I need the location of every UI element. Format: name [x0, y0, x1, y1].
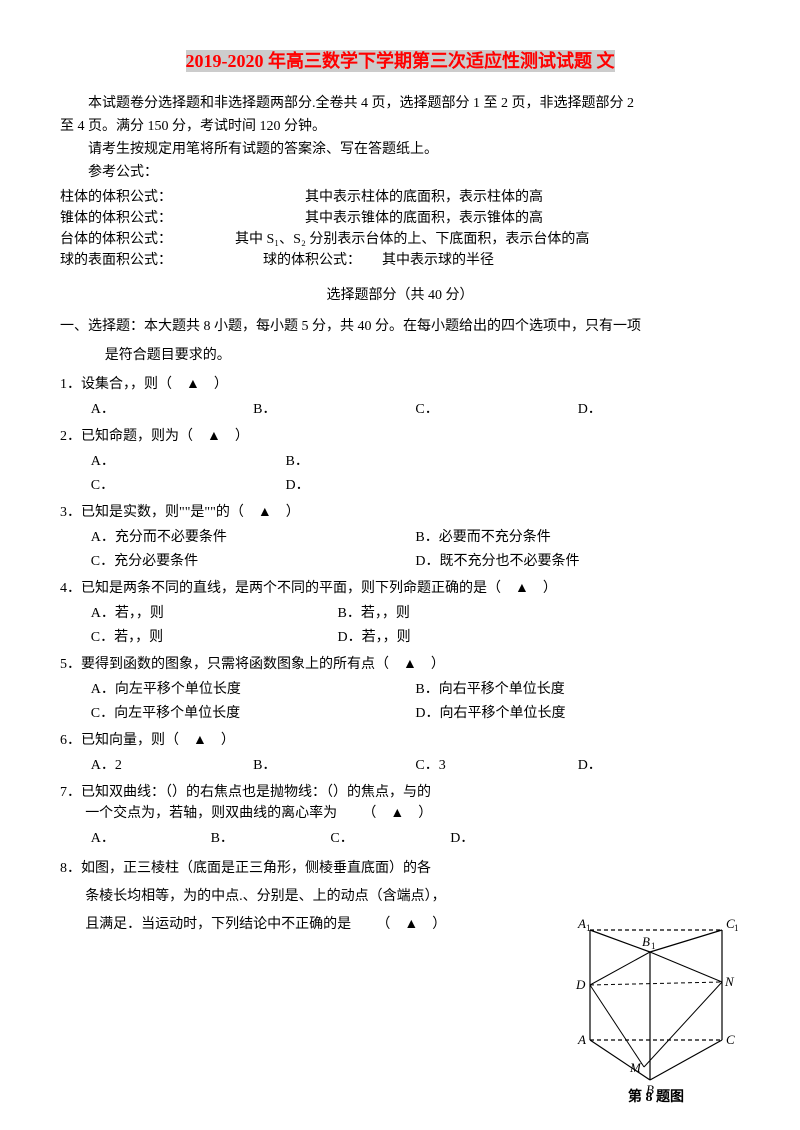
svg-text:C: C: [726, 1032, 735, 1047]
formula-right: 其中表示柱体的底面积，表示柱体的高: [235, 187, 740, 208]
opt-a: A．若，，则: [91, 603, 338, 624]
formula-right: 其中表示锥体的底面积，表示锥体的高: [235, 208, 740, 229]
question-6: 6．已知向量，则（ ▲ ） A．2 B． C．3 D．: [60, 730, 740, 776]
svg-text:N: N: [724, 974, 735, 989]
q8-figure: A1 C1 B1 D N M A C B 第 8 题图: [572, 906, 740, 1106]
formula-row: 锥体的体积公式： 其中表示锥体的底面积，表示锥体的高: [60, 208, 740, 229]
formula-row: 球的表面积公式： 球的体积公式： 其中表示球的半径: [60, 250, 740, 271]
opt-a: A．: [91, 828, 211, 849]
opt-d: D．向右平移个单位长度: [415, 703, 740, 724]
svg-text:M: M: [629, 1060, 642, 1075]
opt-a: A．向左平移个单位长度: [91, 679, 416, 700]
figure-caption: 第 8 题图: [572, 1087, 740, 1108]
intro-ref: 参考公式：: [60, 162, 740, 183]
prism-icon: A1 C1 B1 D N M A C B: [572, 906, 740, 1106]
opt-a: A．充分而不必要条件: [91, 527, 416, 548]
q-opts: A．若，，则 B．若，，则 C．若，，则 D．若，，则: [60, 603, 740, 648]
opt-b: B．向右平移个单位长度: [415, 679, 740, 700]
question-1: 1．设集合，，则（ ▲ ） A． B． C． D．: [60, 374, 740, 420]
svg-text:D: D: [575, 977, 586, 992]
q-opts: A． B． C． D．: [60, 399, 740, 420]
q-opts: A．向左平移个单位长度 B．向右平移个单位长度 C．向左平移个单位长度 D．向右…: [60, 679, 740, 724]
q-stem: 7．已知双曲线：（）的右焦点也是抛物线：（）的焦点，与的 一个交点为，若轴，则双…: [60, 782, 740, 824]
mc-intro-l1: 一、选择题：本大题共 8 小题，每小题 5 分，共 40 分。在每小题给出的四个…: [60, 316, 740, 337]
intro-p1b: 至 4 页。满分 150 分，考试时间 120 分钟。: [60, 116, 740, 137]
opt-d: D．若，，则: [337, 627, 662, 648]
formula-right: 其中 S₁、S₂ 分别表示台体的上、下底面积，表示台体的高: [235, 229, 740, 250]
opt-c: C．3: [415, 755, 577, 776]
formula-row: 柱体的体积公式： 其中表示柱体的底面积，表示柱体的高: [60, 187, 740, 208]
title-year: 2019-2020: [186, 51, 264, 71]
question-2: 2．已知命题，则为（ ▲ ） A． B． C． D．: [60, 426, 740, 496]
opt-b: B．: [253, 399, 415, 420]
opt-a: A．: [91, 451, 286, 472]
q-stem: 2．已知命题，则为（ ▲ ）: [60, 426, 740, 447]
q-stem: 6．已知向量，则（ ▲ ）: [60, 730, 740, 751]
question-3: 3．已知是实数，则""是""的（ ▲ ） A．充分而不必要条件 B．必要而不充分…: [60, 502, 740, 572]
formula-block: 柱体的体积公式： 其中表示柱体的底面积，表示柱体的高 锥体的体积公式： 其中表示…: [60, 187, 740, 271]
opt-c: C．: [91, 475, 286, 496]
opt-d: D．: [578, 399, 740, 420]
formula-left: 台体的体积公式：: [60, 229, 235, 250]
q-opts: A． B． C． D．: [60, 451, 740, 496]
opt-d: D．: [578, 755, 740, 776]
intro-p2: 请考生按规定用笔将所有试题的答案涂、写在答题纸上。: [60, 139, 740, 160]
q-opts: A． B． C． D．: [60, 828, 740, 849]
question-7: 7．已知双曲线：（）的右焦点也是抛物线：（）的焦点，与的 一个交点为，若轴，则双…: [60, 782, 740, 849]
mc-intro-l2: 是符合题目要求的。: [60, 345, 740, 366]
opt-d: D．: [450, 828, 570, 849]
svg-text:1: 1: [651, 941, 656, 951]
opt-c: C．充分必要条件: [91, 551, 416, 572]
formula-left: 锥体的体积公式：: [60, 208, 235, 229]
svg-text:1: 1: [734, 923, 739, 933]
opt-b: B．必要而不充分条件: [415, 527, 740, 548]
q-stem: 3．已知是实数，则""是""的（ ▲ ）: [60, 502, 740, 523]
svg-text:1: 1: [586, 923, 591, 933]
title-highlight: 2019-2020 年高三数学下学期第三次适应性测试试题 文: [186, 50, 615, 72]
section-header: 选择题部分（共 40 分）: [60, 285, 740, 306]
opt-c: C．若，，则: [91, 627, 338, 648]
svg-text:A: A: [577, 916, 586, 931]
opt-c: C．: [330, 828, 450, 849]
question-4: 4．已知是两条不同的直线，是两个不同的平面，则下列命题正确的是（ ▲ ） A．若…: [60, 578, 740, 648]
opt-b: B．: [211, 828, 331, 849]
opt-b: B．若，，则: [337, 603, 662, 624]
opt-a: A．: [91, 399, 253, 420]
opt-c: C．向左平移个单位长度: [91, 703, 416, 724]
q-stem: 4．已知是两条不同的直线，是两个不同的平面，则下列命题正确的是（ ▲ ）: [60, 578, 740, 599]
q-stem: 5．要得到函数的图象，只需将函数图象上的所有点（ ▲ ）: [60, 654, 740, 675]
q-opts: A．充分而不必要条件 B．必要而不充分条件 C．充分必要条件 D．既不充分也不必…: [60, 527, 740, 572]
opt-c: C．: [415, 399, 577, 420]
formula-left: 球的表面积公式：: [60, 250, 235, 271]
q-opts: A．2 B． C．3 D．: [60, 755, 740, 776]
page-title: 2019-2020 年高三数学下学期第三次适应性测试试题 文: [60, 48, 740, 75]
opt-b: B．: [286, 451, 611, 472]
opt-d: D．: [286, 475, 611, 496]
opt-d: D．既不充分也不必要条件: [415, 551, 740, 572]
title-rest: 年高三数学下学期第三次适应性测试试题 文: [264, 51, 615, 71]
svg-text:A: A: [577, 1032, 586, 1047]
question-5: 5．要得到函数的图象，只需将函数图象上的所有点（ ▲ ） A．向左平移个单位长度…: [60, 654, 740, 724]
opt-a: A．2: [91, 755, 253, 776]
q-stem: 1．设集合，，则（ ▲ ）: [60, 374, 740, 395]
svg-text:B: B: [642, 934, 650, 949]
formula-right: 球的体积公式： 其中表示球的半径: [235, 250, 740, 271]
formula-left: 柱体的体积公式：: [60, 187, 235, 208]
formula-row: 台体的体积公式： 其中 S₁、S₂ 分别表示台体的上、下底面积，表示台体的高: [60, 229, 740, 250]
opt-b: B．: [253, 755, 415, 776]
intro-p1: 本试题卷分选择题和非选择题两部分.全卷共 4 页，选择题部分 1 至 2 页，非…: [60, 93, 740, 114]
